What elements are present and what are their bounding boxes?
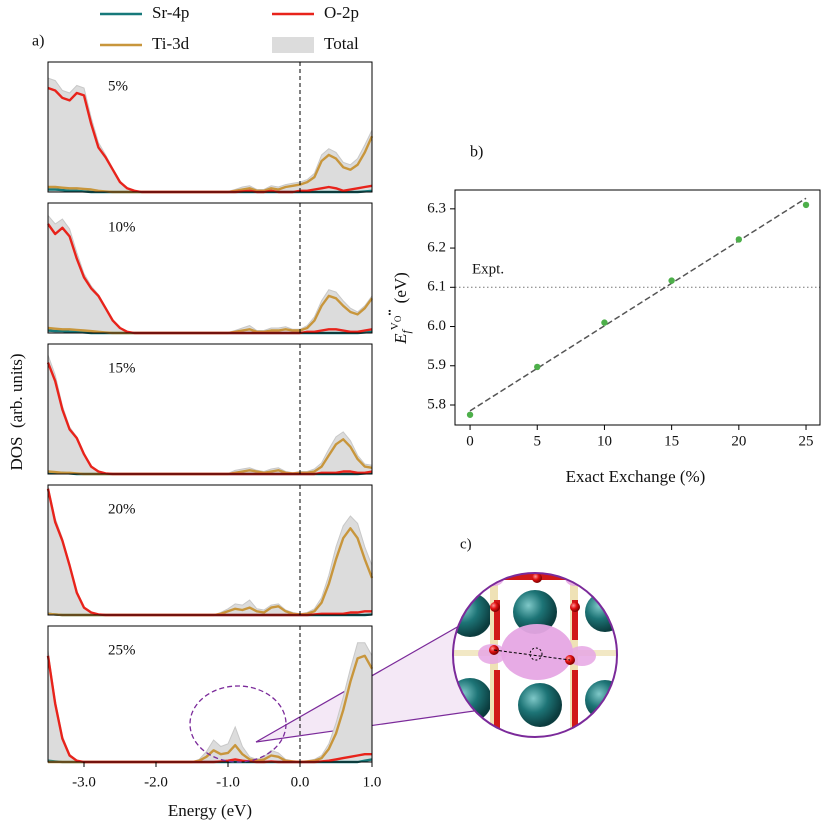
panel-frame bbox=[47, 484, 373, 616]
x-tick-label: 0 bbox=[466, 433, 474, 449]
x-tick-label: 5 bbox=[533, 433, 541, 449]
data-point bbox=[534, 363, 541, 371]
x-tick-label: 25 bbox=[799, 433, 814, 449]
y-axis-label: EfVO•• (eV) bbox=[385, 272, 413, 345]
legend-label: Sr-4p bbox=[152, 3, 189, 22]
panel-percentage: 25% bbox=[108, 642, 136, 658]
total-area-fill bbox=[48, 78, 372, 192]
total-outline bbox=[47, 354, 373, 475]
total-area-fill bbox=[48, 355, 372, 474]
panel-frame bbox=[47, 343, 373, 475]
panel-label: b) bbox=[470, 144, 483, 161]
charts: 5% DOS (arb. units) a) Sr-4p Ti-3d O-2p Total 1… bbox=[7, 3, 821, 820]
panel-label: a) bbox=[32, 33, 44, 50]
data-point bbox=[466, 411, 474, 418]
y-tick-label: 5.8 bbox=[427, 396, 446, 412]
x-tick-label: 0.0 bbox=[291, 774, 310, 790]
y-tick-label: 6.1 bbox=[427, 279, 446, 295]
x-tick-label: -3.0 bbox=[72, 774, 96, 790]
y-axis-label-part: •• bbox=[385, 309, 395, 315]
legend-label: O-2p bbox=[324, 3, 359, 22]
y-axis-label-part: V bbox=[389, 322, 401, 330]
x-axis-label: Energy (eV) bbox=[168, 801, 252, 820]
y-tick-label: 6.0 bbox=[427, 318, 446, 334]
x-tick-label: -1.0 bbox=[216, 774, 240, 790]
y-axis-label-part: E bbox=[391, 333, 410, 345]
total-area-fill bbox=[48, 642, 372, 762]
x-tick-label: 20 bbox=[731, 433, 746, 449]
data-point bbox=[735, 236, 743, 243]
y-axis-label-part: (eV) bbox=[391, 272, 410, 303]
panel-frame bbox=[47, 202, 373, 334]
legend-swatch bbox=[272, 37, 314, 53]
x-tick-label: 10 bbox=[597, 433, 612, 449]
highlight-ring bbox=[189, 685, 287, 763]
panel-percentage: 5% bbox=[108, 78, 128, 94]
plot-frame bbox=[454, 189, 821, 426]
y-axis-label-part: f bbox=[399, 328, 413, 333]
reference-label: Expt. bbox=[472, 262, 504, 278]
panel-frame bbox=[47, 625, 373, 763]
total-outline bbox=[47, 642, 373, 763]
data-point bbox=[802, 201, 810, 209]
y-tick-label: 6.3 bbox=[427, 200, 446, 216]
panel-percentage: 20% bbox=[108, 501, 136, 517]
fit-line bbox=[469, 197, 807, 412]
data-point bbox=[601, 319, 608, 326]
dos-line bbox=[46, 362, 373, 476]
y-axis-label: DOS (arb. units) bbox=[7, 353, 26, 470]
y-tick-label: 5.9 bbox=[427, 357, 446, 373]
data-point bbox=[668, 277, 675, 284]
panel-frame bbox=[47, 61, 373, 193]
inset-label: c) bbox=[460, 536, 472, 552]
panel-percentage: 15% bbox=[108, 360, 136, 376]
x-tick-label: 1.0 bbox=[363, 774, 382, 790]
panel-percentage: 10% bbox=[108, 219, 136, 235]
x-axis-label: Exact Exchange (%) bbox=[566, 467, 706, 486]
y-axis-label-part: O bbox=[393, 315, 403, 322]
total-area-fill bbox=[48, 215, 372, 333]
legend-label: Ti-3d bbox=[152, 34, 190, 53]
x-tick-label: -2.0 bbox=[144, 774, 168, 790]
x-tick-label: 15 bbox=[664, 433, 679, 449]
legend-label: Total bbox=[324, 34, 359, 53]
inset-border bbox=[452, 572, 618, 738]
y-tick-label: 6.2 bbox=[427, 240, 446, 256]
